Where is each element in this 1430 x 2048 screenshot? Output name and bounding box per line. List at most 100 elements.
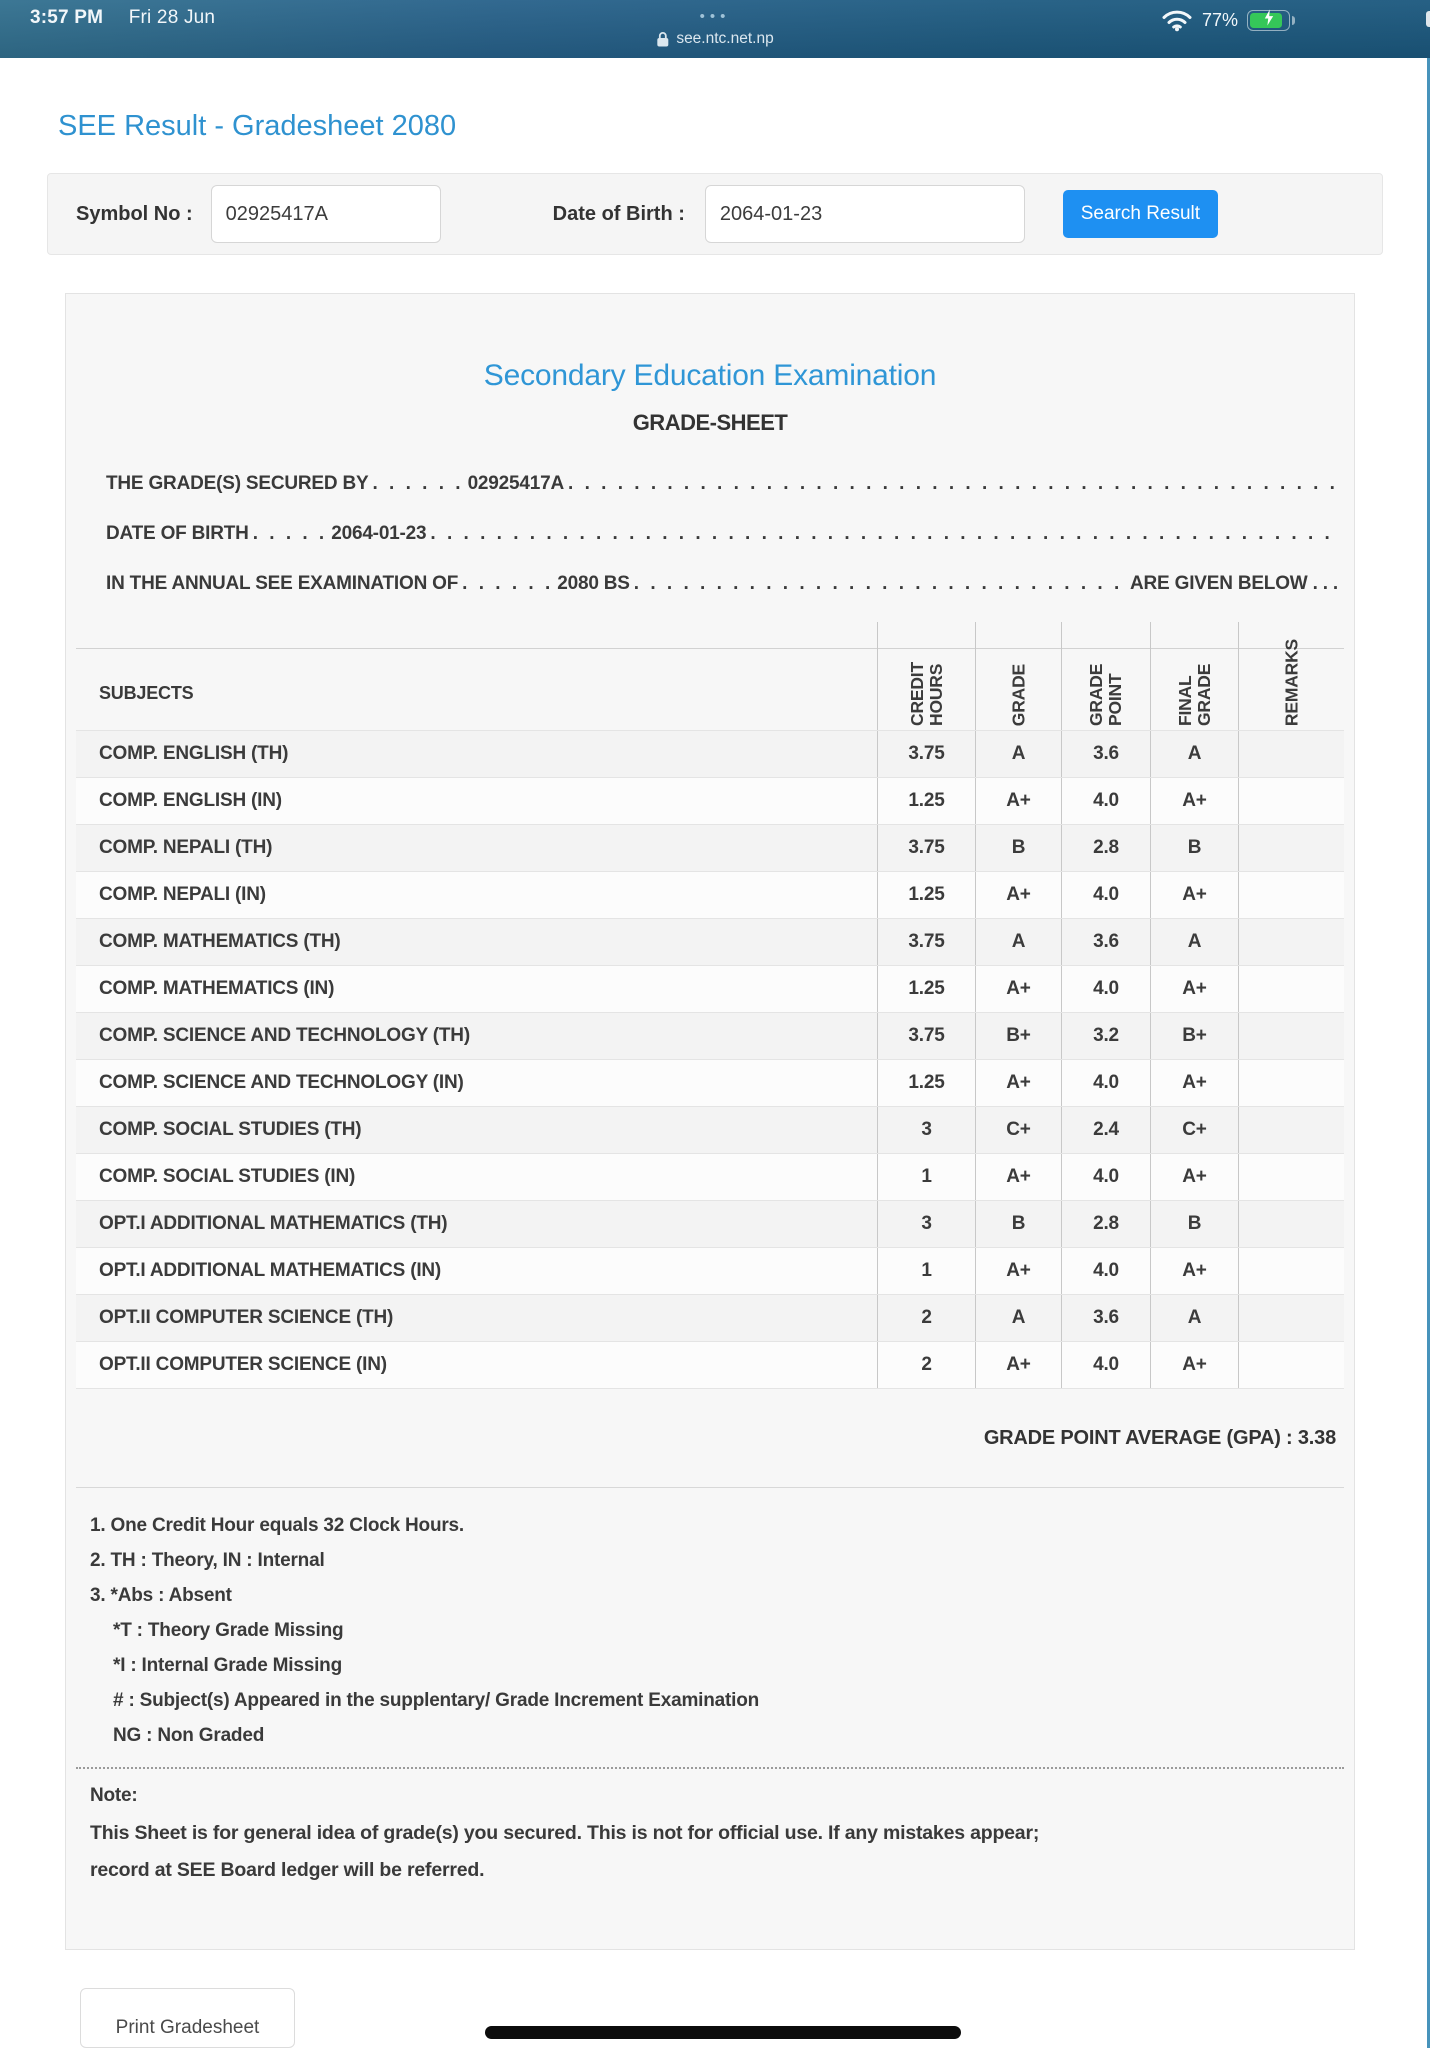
grade-cell: B: [975, 1201, 1061, 1247]
grade-cell: A+: [975, 1060, 1061, 1106]
tab-overview-dots-icon[interactable]: •••: [699, 8, 731, 25]
note-item: 2. TH : Theory, IN : Internal: [90, 1550, 325, 1571]
home-indicator[interactable]: [485, 2026, 961, 2039]
remarks-cell: [1238, 872, 1344, 918]
note-item: 3. *Abs : Absent: [90, 1585, 232, 1606]
subject-cell: COMP. SCIENCE AND TECHNOLOGY (TH): [99, 1025, 470, 1046]
exam-year-line: IN THE ANNUAL SEE EXAMINATION OF . . . .…: [106, 572, 1338, 595]
grade-cell: A+: [975, 966, 1061, 1012]
table-row: COMP. SCIENCE AND TECHNOLOGY (TH) 3.75 B…: [76, 1012, 1344, 1059]
note-item: 1. One Credit Hour equals 32 Clock Hours…: [90, 1515, 465, 1536]
subject-cell: COMP. SCIENCE AND TECHNOLOGY (IN): [99, 1072, 464, 1093]
status-bar: 3:57 PM Fri 28 Jun ••• see.ntc.net.np 77…: [0, 0, 1430, 58]
status-left: 3:57 PM Fri 28 Jun: [30, 7, 215, 29]
status-right: 77%: [1161, 8, 1295, 32]
gradesheet-card: Secondary Education Examination GRADE-SH…: [65, 293, 1355, 1950]
table-row: COMP. MATHEMATICS (IN) 1.25 A+ 4.0 A+: [76, 965, 1344, 1012]
final-grade-cell: A+: [1150, 872, 1238, 918]
grade-cell: A+: [975, 1342, 1061, 1388]
grade-point-cell: 2.8: [1061, 1201, 1150, 1247]
grade-point-cell: 4.0: [1061, 1060, 1150, 1106]
dob-value: 2064-01-23: [331, 523, 427, 544]
note-sub-item: # : Subject(s) Appeared in the supplenta…: [113, 1690, 760, 1711]
grade-point-cell: 4.0: [1061, 1248, 1150, 1294]
dots: . . . . . .: [462, 573, 554, 594]
credit-hours-cell: 1: [877, 1248, 975, 1294]
header-remarks: REMARKS: [1238, 622, 1344, 730]
remarks-cell: [1238, 1342, 1344, 1388]
credit-hours-cell: 3.75: [877, 731, 975, 777]
credit-hours-cell: 1.25: [877, 966, 975, 1012]
final-grade-cell: B+: [1150, 1013, 1238, 1059]
dots: . . . . . . . . . . . . . . . . . . . . …: [430, 523, 1334, 544]
dob-label: Date of Birth :: [552, 202, 685, 225]
wifi-icon: [1161, 8, 1193, 32]
remarks-cell: [1238, 778, 1344, 824]
grade-cell: A+: [975, 778, 1061, 824]
credit-hours-cell: 3.75: [877, 919, 975, 965]
table-row: COMP. NEPALI (IN) 1.25 A+ 4.0 A+: [76, 871, 1344, 918]
grade-point-cell: 3.6: [1061, 919, 1150, 965]
header-final-grade: FINAL GRADE: [1150, 622, 1238, 730]
grades-table: SUBJECTS CREDIT HOURS GRADE GRADE POINT …: [76, 622, 1344, 1488]
grade-cell: B+: [975, 1013, 1061, 1059]
credit-hours-cell: 3: [877, 1107, 975, 1153]
table-header-row: SUBJECTS CREDIT HOURS GRADE GRADE POINT …: [76, 622, 1344, 730]
search-form: Symbol No : Date of Birth : Search Resul…: [47, 173, 1383, 255]
grade-cell: A: [975, 919, 1061, 965]
header-credit-hours: CREDIT HOURS: [877, 622, 975, 730]
exam-year-value: 2080 BS: [557, 573, 630, 594]
credit-hours-cell: 3.75: [877, 1013, 975, 1059]
dob-input[interactable]: [704, 185, 1025, 243]
final-grade-cell: A+: [1150, 1248, 1238, 1294]
lock-icon: [656, 31, 669, 47]
notes-sub: *T : Theory Grade Missing *I : Internal …: [90, 1621, 1336, 1745]
subject-cell: COMP. MATHEMATICS (IN): [99, 978, 335, 999]
print-gradesheet-button[interactable]: Print Gradesheet: [80, 1988, 295, 2048]
table-row: COMP. ENGLISH (TH) 3.75 A 3.6 A: [76, 730, 1344, 777]
url-text: see.ntc.net.np: [676, 30, 774, 47]
remarks-cell: [1238, 1060, 1344, 1106]
grade-point-cell: 2.8: [1061, 825, 1150, 871]
table-row: COMP. SCIENCE AND TECHNOLOGY (IN) 1.25 A…: [76, 1059, 1344, 1106]
header-grade-point: GRADE POINT: [1061, 622, 1150, 730]
subject-cell: COMP. NEPALI (IN): [99, 884, 266, 905]
table-body: COMP. ENGLISH (TH) 3.75 A 3.6 A COMP. EN…: [76, 730, 1344, 1388]
table-row: OPT.I ADDITIONAL MATHEMATICS (IN) 1 A+ 4…: [76, 1247, 1344, 1294]
note-sub-item: *T : Theory Grade Missing: [113, 1620, 344, 1641]
grade-point-cell: 4.0: [1061, 966, 1150, 1012]
note-paragraph: This Sheet is for general idea of grade(…: [90, 1822, 1040, 1881]
final-grade-cell: A+: [1150, 1342, 1238, 1388]
table-row: COMP. ENGLISH (IN) 1.25 A+ 4.0 A+: [76, 777, 1344, 824]
table-row: COMP. MATHEMATICS (TH) 3.75 A 3.6 A: [76, 918, 1344, 965]
subject-cell: COMP. SOCIAL STUDIES (IN): [99, 1166, 356, 1187]
symbol-no-input[interactable]: [210, 185, 441, 243]
table-row: OPT.II COMPUTER SCIENCE (IN) 2 A+ 4.0 A+: [76, 1341, 1344, 1388]
final-grade-cell: A: [1150, 1295, 1238, 1341]
battery-percent: 77%: [1201, 9, 1238, 30]
address-bar[interactable]: see.ntc.net.np: [656, 30, 774, 48]
grade-cell: A+: [975, 1154, 1061, 1200]
gpa-text: GRADE POINT AVERAGE (GPA) : 3.38: [983, 1426, 1336, 1449]
table-row: COMP. SOCIAL STUDIES (TH) 3 C+ 2.4 C+: [76, 1106, 1344, 1153]
sheet-title: Secondary Education Examination: [483, 359, 937, 392]
remarks-cell: [1238, 1248, 1344, 1294]
battery-icon: [1247, 9, 1290, 31]
final-grade-cell: B: [1150, 1201, 1238, 1247]
credit-hours-cell: 1.25: [877, 1060, 975, 1106]
sheet-intro-lines: THE GRADE(S) SECURED BY . . . . . . 0292…: [76, 472, 1344, 595]
final-grade-cell: A+: [1150, 1060, 1238, 1106]
sheet-subtitle: GRADE-SHEET: [632, 410, 788, 435]
search-result-button[interactable]: Search Result: [1062, 190, 1218, 238]
page-title: SEE Result - Gradesheet 2080: [58, 110, 457, 142]
given-below-label: ARE GIVEN BELOW . . .: [1130, 573, 1338, 594]
dob-line-label: DATE OF BIRTH: [106, 523, 249, 544]
remarks-cell: [1238, 919, 1344, 965]
subject-cell: OPT.II COMPUTER SCIENCE (IN): [99, 1354, 387, 1375]
final-grade-cell: A+: [1150, 966, 1238, 1012]
gpa-row: GRADE POINT AVERAGE (GPA) : 3.38: [76, 1388, 1344, 1488]
dots: . . . . . . . . . . . . . . . . . . . . …: [568, 473, 1334, 494]
remarks-cell: [1238, 731, 1344, 777]
remarks-cell: [1238, 1154, 1344, 1200]
dob-line: DATE OF BIRTH . . . . . 2064-01-23 . . .…: [106, 522, 1338, 545]
